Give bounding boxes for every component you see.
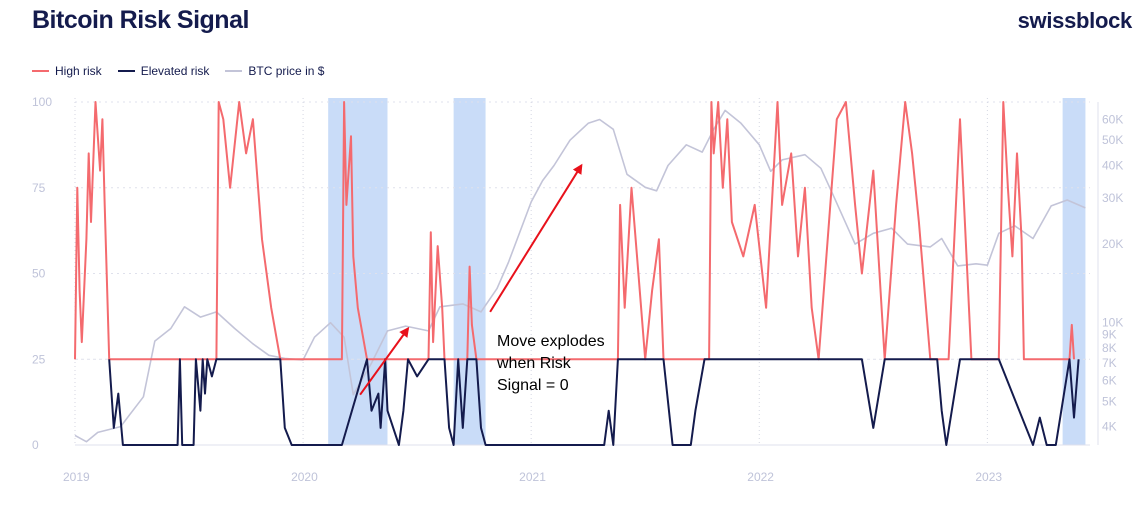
chart-title: Bitcoin Risk Signal [32, 6, 249, 34]
btc-price-line [74, 109, 1086, 443]
arrow-2020 [359, 326, 410, 396]
y-left-tick-75: 75 [32, 181, 46, 195]
legend-item-elevated-risk: Elevated risk [117, 64, 210, 78]
legend-swatch-btc-price [225, 70, 243, 72]
high-risk-line [74, 101, 1075, 361]
annotation: Move explodes when Risk Signal = 0 [359, 163, 605, 396]
x-tick-2022: 2022 [747, 470, 774, 484]
y-right-tick-40K: 40K [1102, 158, 1123, 172]
arrow-2021 [489, 163, 583, 313]
chart-legend: High risk Elevated risk BTC price in $ [32, 64, 324, 78]
y-right-tick-6K: 6K [1102, 374, 1117, 388]
y-right-tick-9K: 9K [1102, 328, 1117, 342]
legend-swatch-high-risk [32, 70, 49, 72]
annotation-line-1: Move explodes [497, 333, 605, 350]
y-left-tick-50: 50 [32, 267, 46, 281]
x-tick-2021: 2021 [519, 470, 546, 484]
x-tick-2020: 2020 [291, 470, 318, 484]
annotation-line-3: Signal = 0 [497, 377, 569, 394]
highlight-periods [328, 98, 1086, 445]
y-right-tick-7K: 7K [1102, 356, 1117, 370]
axis-labels: 0 25 50 75 100 2019 2020 2021 2022 2023 4K 5K 6K 7K8K… [32, 95, 1123, 484]
y-right-tick-30K: 30K [1102, 191, 1123, 205]
y-right-tick-60K: 60K [1102, 112, 1123, 126]
legend-item-btc-price: BTC price in $ [225, 64, 324, 78]
y-left-tick-100: 100 [32, 95, 52, 109]
y-right-tick-5K: 5K [1102, 394, 1117, 408]
elevated-risk-series [108, 358, 1080, 446]
y-right-tick-50K: 50K [1102, 133, 1123, 147]
x-tick-2019: 2019 [63, 470, 90, 484]
y-right-tick-4K: 4K [1102, 420, 1117, 434]
btc-price-series [74, 109, 1086, 443]
legend-swatch-elevated-risk [117, 70, 135, 72]
y-right-tick-20K: 20K [1102, 237, 1123, 251]
y-right-tick-10K: 10K [1102, 316, 1123, 330]
legend-label-btc-price: BTC price in $ [248, 64, 325, 78]
y-left-tick-0: 0 [32, 438, 39, 452]
y-left-tick-25: 25 [32, 352, 46, 366]
annotation-line-2: when Risk [496, 355, 572, 372]
high-risk-series [74, 101, 1075, 361]
highlight-period-3 [1062, 98, 1086, 445]
legend-label-high-risk: High risk [55, 64, 102, 78]
elevated-risk-line [108, 358, 1080, 446]
legend-item-high-risk: High risk [32, 64, 102, 78]
grid-lines [74, 98, 1099, 446]
x-tick-2023: 2023 [975, 470, 1002, 484]
brand-logo: swissblock [1017, 8, 1133, 33]
y-right-tick-8K: 8K [1102, 341, 1117, 355]
legend-label-elevated-risk: Elevated risk [140, 64, 210, 78]
